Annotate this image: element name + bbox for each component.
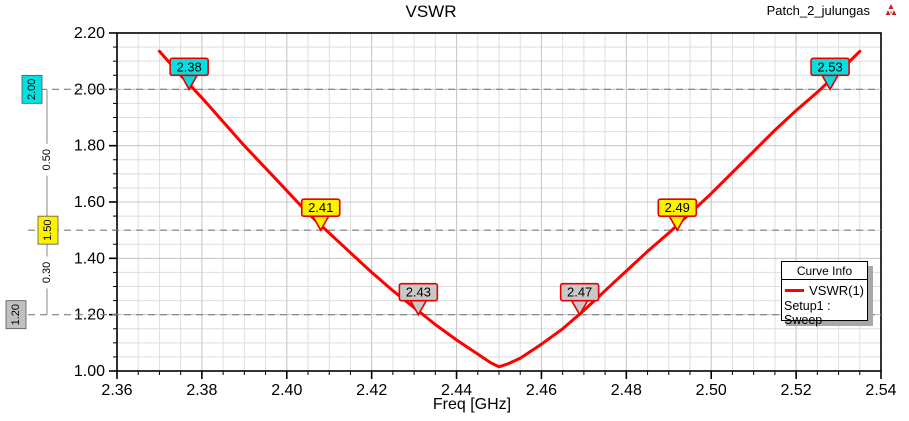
ansoft-logo-icon — [885, 4, 897, 15]
reference-lines — [28, 88, 881, 316]
project-name: Patch_2_julungas — [766, 3, 870, 18]
marker-label: 2.49 — [665, 200, 690, 215]
marker-label: 2.38 — [176, 59, 201, 74]
x-tick-label: 2.48 — [611, 382, 642, 399]
marker-pointer-icon — [667, 215, 687, 232]
chart-title: VSWR — [405, 2, 457, 21]
marker-box — [657, 198, 698, 217]
x-tick-label: 2.44 — [441, 382, 472, 399]
x-tick-label: 2.42 — [356, 382, 387, 399]
y-tick-label: 1.40 — [74, 250, 105, 267]
marker-box — [559, 282, 600, 302]
legend-entry-label: VSWR(1) — [809, 283, 864, 298]
ref-line-value-box[interactable] — [37, 215, 59, 245]
x-tick-label: 2.40 — [271, 382, 302, 399]
marker-2.49[interactable]: 2.49 — [657, 198, 698, 232]
axis-ticks — [109, 32, 882, 379]
marker-2.43[interactable]: 2.43 — [398, 282, 439, 317]
ruler-annotation: 0.50 0.30 2.00 1.50 1.20 — [5, 74, 59, 330]
y-tick-label: 1.80 — [74, 138, 105, 155]
marker-2.38[interactable]: 2.38 — [169, 57, 209, 91]
ref-line-value-label: 2.00 — [26, 79, 38, 100]
axis-tick-labels: 2.36 2.38 2.40 2.42 2.44 2.46 2.48 2.50 2.52 2.54… — [74, 25, 897, 399]
ruler-delta-box — [38, 256, 56, 289]
ruler-delta-box — [38, 143, 56, 176]
ruler-delta-label: 0.30 — [41, 262, 53, 283]
markers: 2.38 2.41 2.43 2.47 2.49 2.53 — [169, 57, 850, 317]
x-tick-label: 2.36 — [101, 382, 132, 399]
marker-box — [810, 57, 850, 77]
marker-pointer-icon — [179, 74, 199, 91]
grid-lines — [116, 32, 882, 372]
marker-label: 2.47 — [567, 285, 592, 300]
x-tick-label: 2.46 — [526, 382, 557, 399]
x-tick-label: 2.50 — [696, 382, 727, 399]
marker-box — [169, 57, 209, 77]
x-tick-label: 2.38 — [186, 382, 217, 399]
ruler-delta-label: 0.50 — [41, 149, 53, 170]
marker-2.47[interactable]: 2.47 — [559, 282, 600, 317]
ref-line-value-box[interactable] — [21, 74, 43, 104]
legend-entry: VSWR(1) — [782, 280, 867, 298]
ref-line-value-label: 1.50 — [42, 219, 54, 240]
marker-label: 2.41 — [308, 200, 333, 215]
x-tick-label: 2.52 — [781, 382, 812, 399]
y-tick-label: 1.00 — [74, 363, 105, 380]
x-tick-label: 2.54 — [865, 382, 896, 399]
marker-pointer-icon — [311, 215, 331, 232]
marker-label: 2.53 — [817, 59, 842, 74]
marker-2.53[interactable]: 2.53 — [810, 57, 850, 91]
vswr-curve — [157, 49, 862, 369]
marker-2.41[interactable]: 2.41 — [300, 198, 341, 232]
y-tick-label: 1.60 — [74, 194, 105, 211]
x-axis-title: Freq [GHz] — [432, 396, 512, 413]
ref-line-value-label: 1.20 — [10, 304, 22, 325]
y-tick-label: 2.20 — [74, 25, 105, 42]
marker-box — [300, 198, 341, 217]
legend-box[interactable]: Curve Info VSWR(1) Setup1 : Sweep — [781, 261, 868, 327]
curve-color-sample — [785, 289, 805, 292]
legend-title: Curve Info — [782, 262, 867, 280]
ref-line-value-box[interactable] — [5, 300, 27, 330]
legend-footer: Setup1 : Sweep — [784, 299, 831, 327]
marker-box — [398, 282, 439, 302]
marker-label: 2.43 — [406, 285, 431, 300]
